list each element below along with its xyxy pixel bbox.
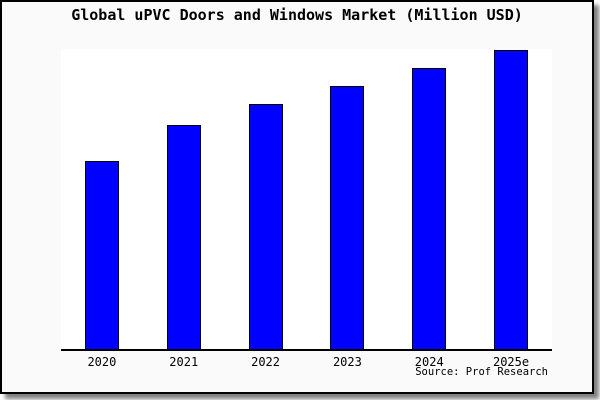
chart-title: Global uPVC Doors and Windows Market (Mi… — [71, 6, 523, 24]
x-axis-labels: 2020 2021 2022 2023 2024 2025e — [61, 355, 552, 369]
x-axis-label-2025e: 2025e — [492, 355, 530, 369]
bar-column — [388, 49, 470, 349]
bar-2022 — [248, 104, 283, 349]
x-axis-label-2021: 2021 — [169, 355, 199, 369]
x-axis-label-2024: 2024 — [414, 355, 444, 369]
bar-column — [143, 49, 225, 349]
bar-2023 — [330, 86, 365, 349]
x-axis-label-2020: 2020 — [87, 355, 117, 369]
chart-card: Global uPVC Doors and Windows Market (Mi… — [0, 0, 594, 394]
plot-area — [61, 49, 552, 351]
bar-column — [61, 49, 143, 349]
bar-column — [470, 49, 552, 349]
bar-2020 — [84, 161, 119, 349]
bars-row — [61, 49, 552, 349]
x-axis-label-2023: 2023 — [332, 355, 362, 369]
bar-column — [225, 49, 307, 349]
bar-2025e — [494, 50, 529, 349]
x-axis-label-2022: 2022 — [251, 355, 281, 369]
bar-column — [306, 49, 388, 349]
bar-2021 — [166, 125, 201, 349]
bar-2024 — [412, 68, 447, 349]
source-caption: Source: Prof Research — [415, 366, 548, 378]
